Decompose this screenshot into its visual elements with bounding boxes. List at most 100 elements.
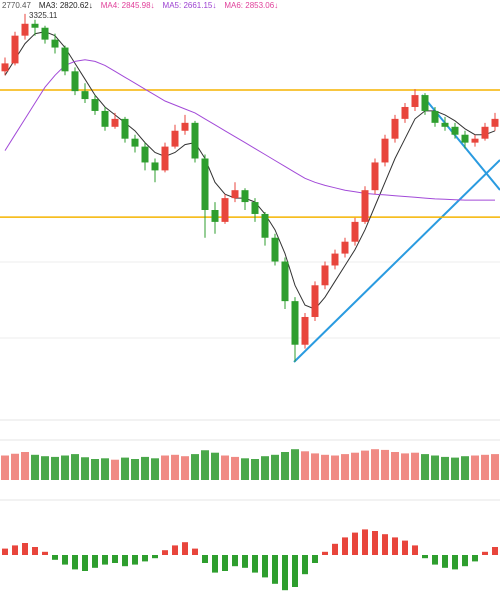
- candle-body: [391, 118, 399, 139]
- macd-bar: [12, 545, 18, 555]
- volume-bar: [171, 454, 179, 480]
- candle-body: [261, 213, 269, 238]
- candle-body: [41, 27, 49, 40]
- candle-body: [451, 126, 459, 135]
- volume-bar: [11, 453, 19, 480]
- macd-bar: [352, 532, 358, 555]
- volume-bar: [381, 449, 389, 480]
- macd-bar: [182, 542, 188, 555]
- volume-bar: [121, 457, 129, 480]
- macd-bar: [402, 540, 408, 555]
- candle-body: [421, 95, 429, 111]
- volume-bar: [131, 459, 139, 480]
- macd-bar: [152, 555, 158, 559]
- candle-body: [141, 146, 149, 163]
- volume-bar: [491, 454, 499, 480]
- macd-bar: [462, 555, 468, 567]
- volume-bar: [451, 457, 459, 480]
- candle-body: [381, 138, 389, 163]
- candle-body: [271, 237, 279, 262]
- legend: 2770.47 MA3: 2820.62↓ MA4: 2845.98↓ MA5: 26…: [2, 1, 278, 10]
- macd-bar: [342, 537, 348, 555]
- volume-bar: [391, 452, 399, 480]
- macd-bar: [492, 547, 498, 555]
- candle-body: [401, 106, 409, 119]
- candle-body: [81, 91, 89, 100]
- macd-bar: [262, 555, 268, 578]
- macd-bar: [442, 555, 448, 568]
- macd-bar: [72, 555, 78, 570]
- volume-bar: [221, 455, 229, 480]
- macd-bar: [92, 555, 98, 568]
- volume-bar: [41, 456, 49, 480]
- candle-body: [51, 39, 59, 48]
- macd-bar: [2, 548, 8, 555]
- candle-body: [291, 301, 299, 345]
- volume-bar: [331, 455, 339, 480]
- candle-body: [251, 202, 259, 214]
- macd-bar: [302, 555, 308, 575]
- volume-bar: [201, 450, 209, 480]
- legend-entry: MA5: 2661.15↓: [163, 1, 217, 10]
- volume-bar: [471, 455, 479, 480]
- candle-body: [321, 265, 329, 286]
- candle-body: [11, 35, 19, 64]
- candle-body: [221, 198, 229, 222]
- candle-body: [431, 110, 439, 123]
- candle-body: [351, 221, 359, 242]
- macd-bar: [102, 555, 108, 565]
- candle-body: [111, 118, 119, 127]
- candle-body: [131, 138, 139, 147]
- volume-bar: [191, 454, 199, 480]
- volume-bar: [401, 453, 409, 480]
- volume-bar: [71, 454, 79, 480]
- volume-bar: [461, 456, 469, 480]
- volume-bar: [61, 455, 69, 480]
- volume-bar: [321, 454, 329, 480]
- macd-bar: [252, 555, 258, 573]
- candle-body: [61, 47, 69, 72]
- macd-bar: [132, 555, 138, 565]
- candle-body: [151, 162, 159, 171]
- candle-body: [211, 210, 219, 222]
- volume-bar: [251, 459, 259, 480]
- volume-bar: [101, 458, 109, 480]
- volume-bar: [51, 456, 59, 480]
- high-label: 3325.11: [29, 11, 58, 20]
- macd-bar: [122, 555, 128, 567]
- volume-bar: [481, 454, 489, 480]
- macd-bar: [452, 555, 458, 570]
- macd-bar: [192, 548, 198, 555]
- volume-bar: [231, 456, 239, 480]
- macd-bar: [382, 534, 388, 555]
- macd-bar: [62, 555, 68, 565]
- volume-bar: [21, 452, 29, 480]
- macd-bar: [422, 555, 428, 559]
- macd-bar: [412, 545, 418, 555]
- macd-bar: [272, 555, 278, 584]
- candle-body: [341, 241, 349, 254]
- candle-body: [91, 99, 99, 111]
- macd-bar: [282, 555, 288, 591]
- volume-bar: [411, 452, 419, 480]
- candle-body: [371, 162, 379, 191]
- volume-bar: [371, 449, 379, 480]
- candle-body: [171, 130, 179, 147]
- volume-bar: [311, 453, 319, 480]
- volume-bar: [161, 455, 169, 480]
- volume-bar: [151, 458, 159, 480]
- macd-bar: [362, 529, 368, 555]
- volume-bar: [291, 449, 299, 480]
- candle-body: [281, 261, 289, 302]
- macd-bar: [42, 551, 48, 555]
- candle-body: [121, 118, 129, 139]
- candle-body: [181, 122, 189, 131]
- volume-bar: [351, 452, 359, 480]
- candle-body: [191, 122, 199, 159]
- candle-body: [31, 23, 39, 28]
- candle-body: [101, 110, 109, 127]
- macd-bar: [432, 555, 438, 565]
- macd-bar: [242, 555, 248, 568]
- volume-bar: [111, 459, 119, 480]
